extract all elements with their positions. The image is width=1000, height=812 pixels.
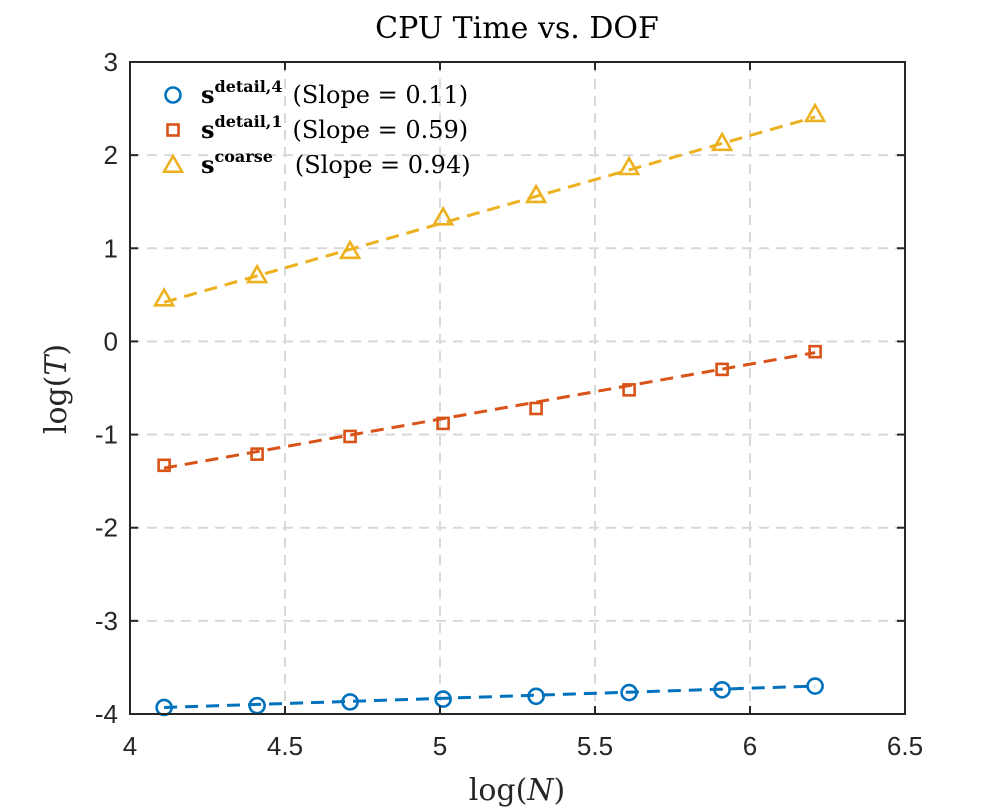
legend-entry-detail-4: sdetail,4 (Slope = 0.11): [164, 77, 468, 109]
x-tick-label: 6: [743, 731, 757, 761]
data-point-square: [157, 458, 171, 473]
data-point-triangle: [710, 131, 734, 152]
data-point-circle: [341, 693, 359, 711]
y-tick-label: 1: [104, 233, 118, 263]
data-point-triangle: [338, 239, 362, 260]
data-point-triangle: [803, 102, 827, 123]
x-tick-label: 5: [433, 731, 447, 761]
legend-marker-shape-square: [166, 123, 180, 137]
fit-lines: [163, 115, 816, 709]
data-markers: [152, 102, 827, 717]
y-tick-label: -2: [95, 513, 118, 543]
legend-label-detail-4: sdetail,4 (Slope = 0.11): [201, 77, 468, 109]
legend-marker-shape-triangle: [161, 153, 185, 174]
y-tick-label: -3: [95, 606, 118, 636]
data-point-square: [808, 344, 822, 359]
data-point-square: [622, 383, 636, 397]
x-axis-label-func: log(: [469, 773, 528, 808]
ticks: 4 4.5 5 5.5 6 6.5 -4 -3 -2 -1 0 1 2 3: [95, 47, 923, 761]
data-point-triangle: [524, 183, 548, 204]
legend-label-detail-1: sdetail,1 (Slope = 0.59): [201, 112, 468, 144]
y-axis-label-close: ): [39, 344, 74, 356]
legend-entry-coarse: scoarse (Slope = 0.94): [161, 147, 471, 179]
legend-entry-detail-1: sdetail,1 (Slope = 0.59): [166, 112, 468, 144]
y-tick-label: 3: [104, 47, 118, 77]
data-point-triangle: [245, 263, 269, 284]
data-point-square: [250, 447, 264, 461]
fit-line-triangle: [163, 115, 816, 304]
legend-marker-triangle: [161, 153, 185, 174]
y-tick-label: 2: [104, 140, 118, 170]
chart-title: CPU Time vs. DOF: [375, 11, 659, 46]
y-tick-label: -1: [95, 420, 118, 450]
x-axis-label-var: N: [526, 773, 555, 808]
x-tick-label: 4.5: [267, 731, 303, 761]
data-point-square: [343, 429, 357, 444]
y-axis-label: log(T): [39, 344, 74, 434]
fit-line-square: [163, 351, 816, 470]
legend-label-coarse: scoarse (Slope = 0.94): [201, 147, 471, 179]
data-point-circle: [620, 683, 638, 702]
data-point-square: [529, 401, 543, 416]
data-point-triangle: [431, 205, 455, 226]
x-tick-label: 4: [123, 731, 137, 761]
y-tick-label: 0: [104, 326, 118, 356]
data-point-circle: [806, 677, 824, 695]
fit-line-circle: [164, 684, 816, 709]
data-point-square: [436, 416, 450, 431]
data-point-square: [715, 362, 729, 377]
grid: [130, 62, 905, 714]
x-tick-label: 6.5: [887, 731, 923, 761]
y-axis-label-var: T: [39, 354, 74, 376]
legend: sdetail,4 (Slope = 0.11) sdetail,1 (Slope …: [161, 77, 471, 179]
y-axis-label-func: log(: [39, 376, 74, 435]
data-point-circle: [713, 680, 731, 699]
data-point-triangle: [152, 286, 176, 307]
x-axis-label: log(N): [469, 773, 566, 808]
legend-marker-circle: [164, 86, 182, 104]
data-point-triangle: [617, 155, 641, 176]
data-point-circle: [527, 687, 545, 706]
data-point-circle: [434, 690, 452, 708]
x-tick-label: 5.5: [577, 731, 613, 761]
legend-marker-square: [166, 123, 180, 137]
legend-marker-shape-circle: [164, 86, 182, 104]
plot-area-border: [129, 61, 906, 715]
y-tick-label: -4: [95, 699, 118, 729]
x-axis-label-close: ): [554, 773, 566, 808]
